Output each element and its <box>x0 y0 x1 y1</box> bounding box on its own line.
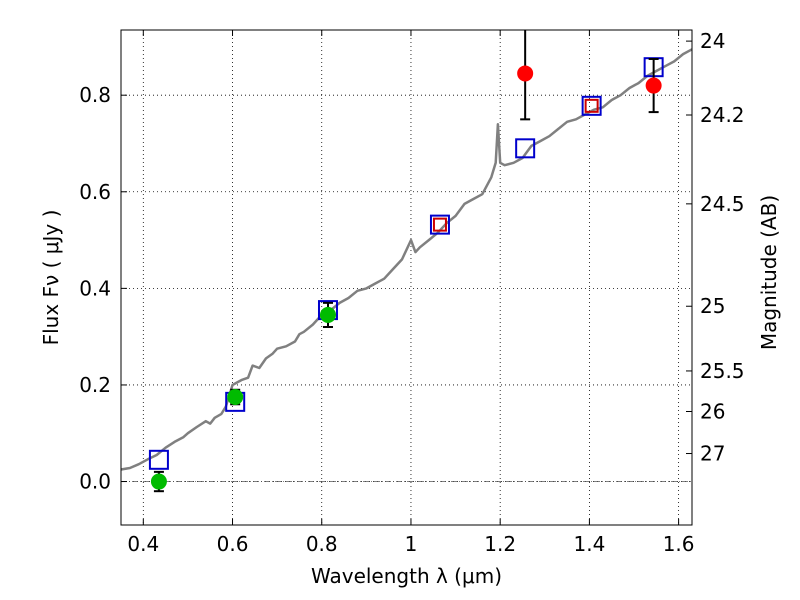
y2-tick-label: 27 <box>700 442 725 466</box>
model-box <box>515 138 536 159</box>
model-box <box>148 449 169 470</box>
y-ticks: 0.0 0.2 0.4 0.6 0.8 <box>79 83 127 494</box>
y2-tick-label: 24.2 <box>700 103 745 127</box>
green-data-point <box>319 306 336 323</box>
x-tick-label: 1.4 <box>573 532 605 556</box>
red-data-point <box>645 77 662 94</box>
y2-ticks: 24 24.2 24.5 25 25.5 26 27 <box>686 29 745 466</box>
y2-tick-label: 24.5 <box>700 192 745 216</box>
observed-points <box>150 65 662 490</box>
model-box-inner <box>432 217 447 232</box>
y-axis-title: Flux Fν ( μJy ) <box>39 210 63 346</box>
x-tick-label: 0.6 <box>217 532 249 556</box>
y2-tick-label: 26 <box>700 400 725 424</box>
spectrum-layer <box>120 48 693 471</box>
y-tick-label: 0.8 <box>79 83 111 107</box>
green-data-point <box>150 473 167 490</box>
x-tick-label: 0.4 <box>127 532 159 556</box>
red-data-point <box>517 65 534 82</box>
x-ticks: 0.4 0.6 0.8 1 1.2 1.4 1.6 <box>127 30 695 556</box>
y2-tick-label: 25.5 <box>700 359 745 383</box>
y2-axis-title: Magnitude (AB) <box>757 195 781 350</box>
grid-lines <box>121 30 692 525</box>
green-data-point <box>227 389 244 406</box>
y2-tick-label: 25 <box>700 294 725 318</box>
x-tick-label: 0.8 <box>306 532 338 556</box>
y-tick-label: 0.2 <box>79 373 111 397</box>
spectrum-line <box>120 48 693 471</box>
y-tick-label: 0.6 <box>79 180 111 204</box>
model-box-markers <box>148 57 664 470</box>
x-tick-label: 1.2 <box>484 532 516 556</box>
y-tick-label: 0.0 <box>79 470 111 494</box>
model-box <box>429 214 450 235</box>
model-box <box>581 95 602 116</box>
x-tick-label: 1.6 <box>663 532 695 556</box>
x-tick-label: 1 <box>405 532 418 556</box>
y2-tick-label: 24 <box>700 29 725 53</box>
x-axis-title: Wavelength λ (μm) <box>311 564 502 588</box>
model-box-inner <box>584 98 599 113</box>
y-tick-label: 0.4 <box>79 276 111 300</box>
plot-frame <box>120 29 693 526</box>
